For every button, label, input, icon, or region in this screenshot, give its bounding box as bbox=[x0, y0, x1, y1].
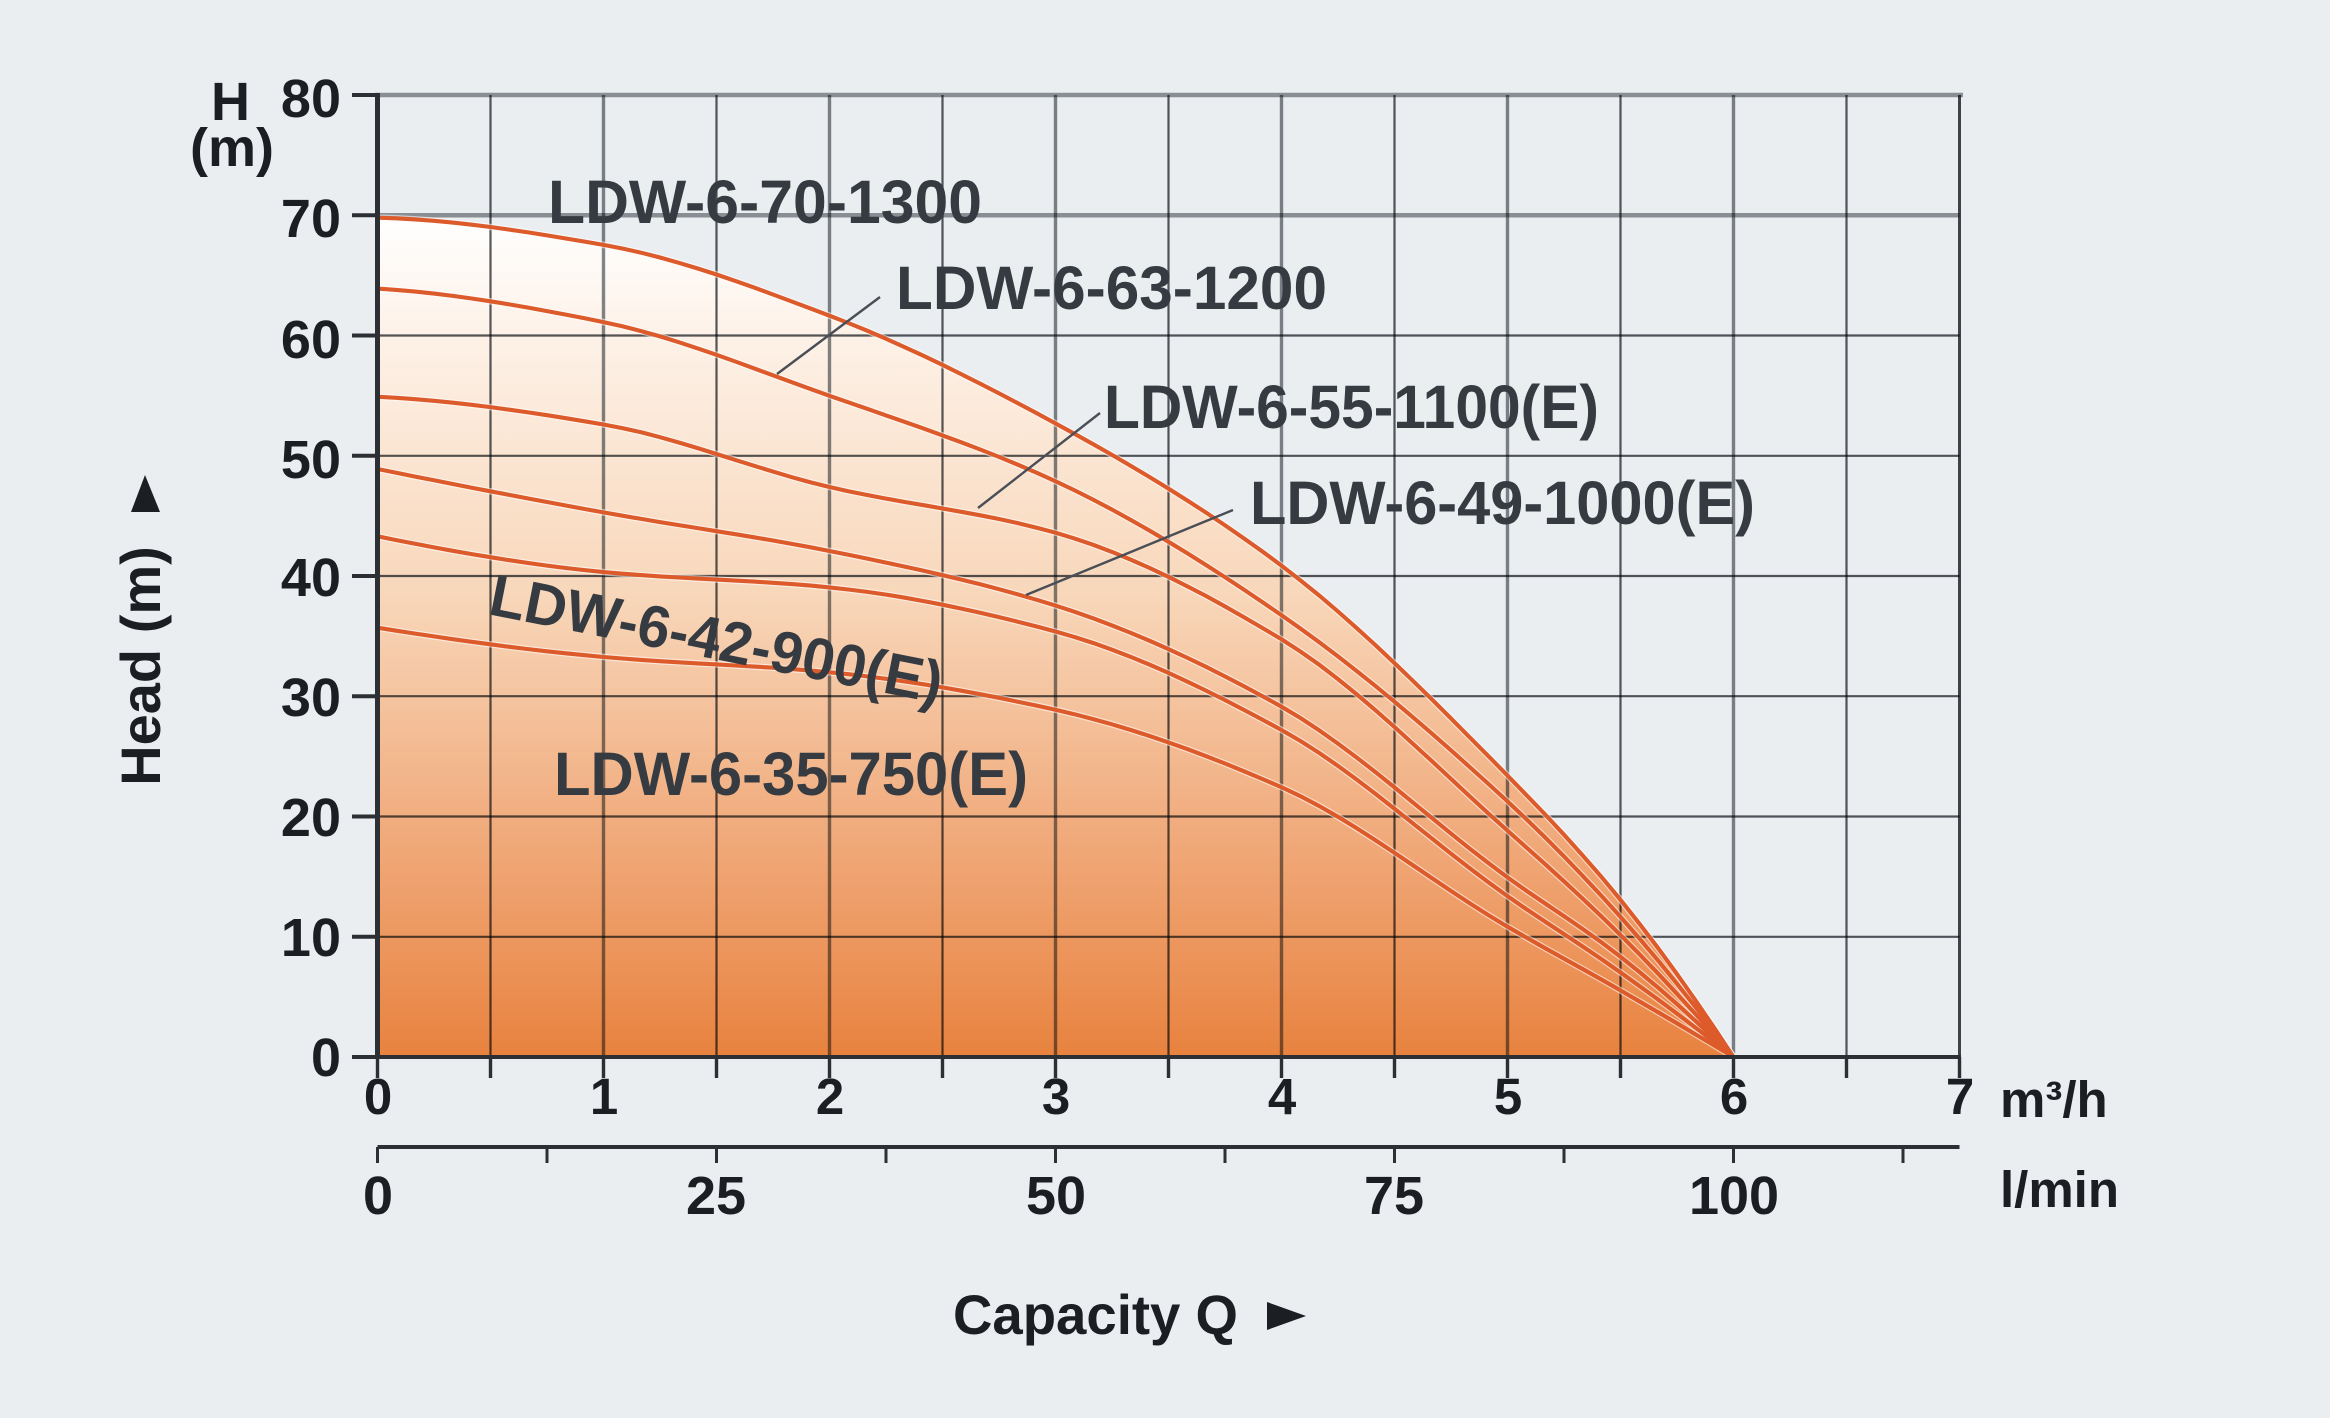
svg-text:75: 75 bbox=[1364, 1166, 1424, 1226]
svg-text:LDW-6-49-1000(E): LDW-6-49-1000(E) bbox=[1250, 469, 1755, 537]
svg-text:5: 5 bbox=[1494, 1068, 1522, 1125]
svg-text:10: 10 bbox=[281, 908, 341, 968]
svg-text:60: 60 bbox=[281, 310, 341, 370]
svg-text:1: 1 bbox=[590, 1068, 618, 1125]
svg-text:Head (m): Head (m) bbox=[109, 546, 172, 786]
svg-text:0: 0 bbox=[311, 1028, 341, 1088]
svg-text:2: 2 bbox=[816, 1068, 844, 1125]
svg-text:40: 40 bbox=[281, 548, 341, 608]
svg-text:7: 7 bbox=[1946, 1068, 1974, 1125]
svg-text:H: H bbox=[211, 72, 250, 132]
svg-text:l/min: l/min bbox=[2000, 1161, 2119, 1218]
svg-text:(m): (m) bbox=[190, 118, 274, 178]
svg-text:100: 100 bbox=[1689, 1166, 1779, 1226]
svg-text:Capacity Q: Capacity Q bbox=[953, 1283, 1238, 1346]
svg-text:70: 70 bbox=[281, 189, 341, 249]
svg-text:0: 0 bbox=[364, 1068, 392, 1125]
svg-text:LDW-6-63-1200: LDW-6-63-1200 bbox=[896, 254, 1327, 322]
svg-text:0: 0 bbox=[363, 1166, 393, 1226]
svg-text:50: 50 bbox=[281, 430, 341, 490]
svg-text:6: 6 bbox=[1720, 1068, 1748, 1125]
svg-text:m³/h: m³/h bbox=[2000, 1071, 2108, 1128]
svg-text:30: 30 bbox=[281, 668, 341, 728]
svg-text:LDW-6-55-1100(E): LDW-6-55-1100(E) bbox=[1104, 373, 1599, 441]
svg-text:LDW-6-70-1300: LDW-6-70-1300 bbox=[548, 168, 982, 236]
svg-text:50: 50 bbox=[1026, 1166, 1086, 1226]
svg-text:25: 25 bbox=[686, 1166, 746, 1226]
svg-text:20: 20 bbox=[281, 788, 341, 848]
svg-text:3: 3 bbox=[1042, 1068, 1070, 1125]
svg-text:LDW-6-35-750(E): LDW-6-35-750(E) bbox=[554, 740, 1028, 808]
svg-text:80: 80 bbox=[281, 69, 341, 129]
svg-text:4: 4 bbox=[1268, 1068, 1297, 1125]
